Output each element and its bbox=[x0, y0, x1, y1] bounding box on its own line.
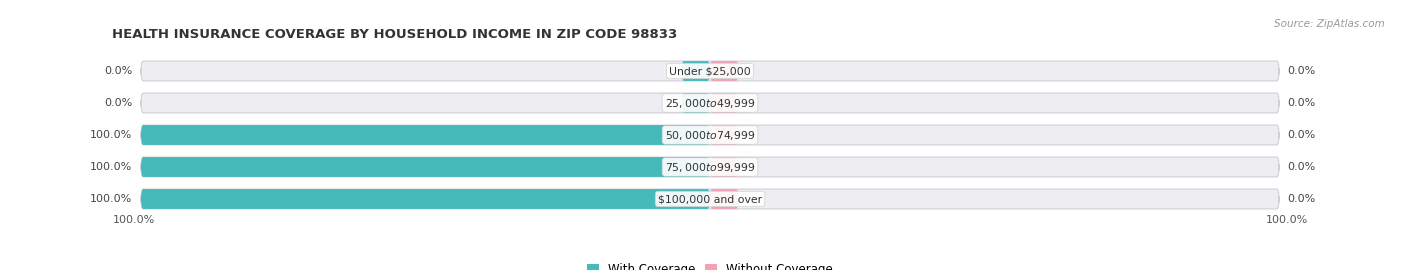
Text: 0.0%: 0.0% bbox=[1288, 98, 1316, 108]
Text: 0.0%: 0.0% bbox=[1288, 162, 1316, 172]
FancyBboxPatch shape bbox=[682, 93, 710, 113]
Text: 0.0%: 0.0% bbox=[1288, 194, 1316, 204]
Text: $75,000 to $99,999: $75,000 to $99,999 bbox=[665, 160, 755, 174]
FancyBboxPatch shape bbox=[141, 157, 710, 177]
FancyBboxPatch shape bbox=[710, 61, 738, 81]
Text: 100.0%: 100.0% bbox=[90, 162, 132, 172]
Text: HEALTH INSURANCE COVERAGE BY HOUSEHOLD INCOME IN ZIP CODE 98833: HEALTH INSURANCE COVERAGE BY HOUSEHOLD I… bbox=[112, 28, 678, 40]
Text: $25,000 to $49,999: $25,000 to $49,999 bbox=[665, 96, 755, 110]
Legend: With Coverage, Without Coverage: With Coverage, Without Coverage bbox=[582, 259, 838, 270]
Text: Source: ZipAtlas.com: Source: ZipAtlas.com bbox=[1274, 19, 1385, 29]
Text: 100.0%: 100.0% bbox=[1265, 215, 1308, 225]
Text: 100.0%: 100.0% bbox=[90, 194, 132, 204]
Text: 0.0%: 0.0% bbox=[104, 98, 132, 108]
FancyBboxPatch shape bbox=[141, 93, 1279, 113]
FancyBboxPatch shape bbox=[141, 61, 1279, 81]
Text: $50,000 to $74,999: $50,000 to $74,999 bbox=[665, 129, 755, 141]
Text: 100.0%: 100.0% bbox=[90, 130, 132, 140]
Text: 0.0%: 0.0% bbox=[104, 66, 132, 76]
FancyBboxPatch shape bbox=[141, 189, 1279, 209]
FancyBboxPatch shape bbox=[682, 61, 710, 81]
FancyBboxPatch shape bbox=[141, 125, 710, 145]
FancyBboxPatch shape bbox=[141, 189, 710, 209]
Text: 0.0%: 0.0% bbox=[1288, 66, 1316, 76]
FancyBboxPatch shape bbox=[710, 189, 738, 209]
FancyBboxPatch shape bbox=[141, 157, 1279, 177]
FancyBboxPatch shape bbox=[141, 125, 1279, 145]
FancyBboxPatch shape bbox=[710, 157, 738, 177]
Text: $100,000 and over: $100,000 and over bbox=[658, 194, 762, 204]
Text: 100.0%: 100.0% bbox=[112, 215, 155, 225]
Text: Under $25,000: Under $25,000 bbox=[669, 66, 751, 76]
FancyBboxPatch shape bbox=[710, 125, 738, 145]
Text: 0.0%: 0.0% bbox=[1288, 130, 1316, 140]
FancyBboxPatch shape bbox=[710, 93, 738, 113]
